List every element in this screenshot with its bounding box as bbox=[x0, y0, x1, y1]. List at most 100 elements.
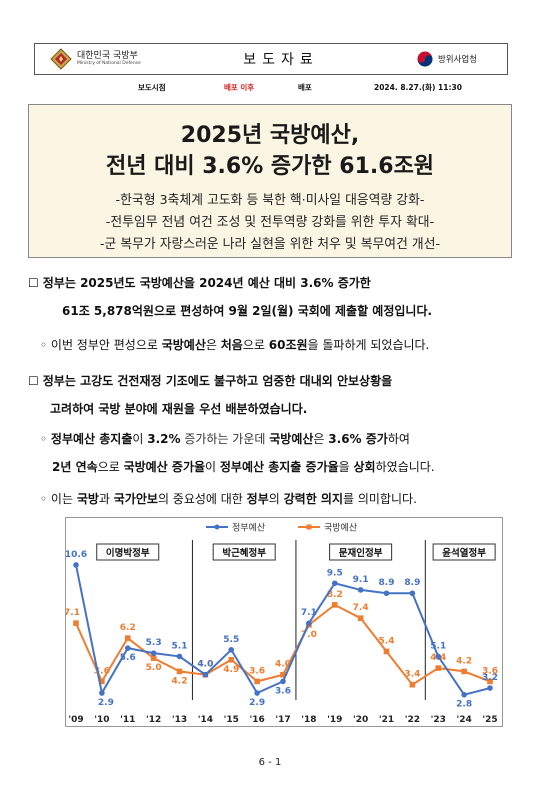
x-tick-label: '22 bbox=[405, 715, 420, 725]
data-label-government: 3.6 bbox=[275, 686, 291, 696]
report-time-value: 배포 이후 bbox=[224, 83, 255, 92]
bullet-dot-icon: ◦ bbox=[40, 432, 51, 446]
bullet-2: ◦ 정부예산 총지출이 3.2% 증가하는 가운데 국방예산은 3.6% 증가하… bbox=[40, 432, 410, 446]
data-label-defense: 5.0 bbox=[146, 663, 162, 673]
data-label-government: 3.2 bbox=[482, 673, 498, 683]
doc-type: 보도자료 bbox=[243, 52, 319, 68]
data-label-government: 2.9 bbox=[98, 698, 114, 708]
data-point-government bbox=[73, 562, 79, 568]
data-point-government bbox=[228, 646, 235, 653]
x-tick-label: '17 bbox=[275, 715, 290, 725]
bullet-3: ◦ 이는 국방과 국가안보의 중요성에 대한 정부의 강력한 의지를 의미합니다… bbox=[40, 492, 417, 506]
headline-line1: 2025년 국방예산, bbox=[180, 123, 360, 148]
data-label-government: 2.9 bbox=[249, 698, 265, 708]
x-tick-label: '16 bbox=[249, 715, 264, 725]
data-label-defense: 6.2 bbox=[120, 623, 136, 633]
chart-canvas: 이명박정부 박근혜정부 문재인정부 윤석열정부 정부예산 국방예산 7.1 3.6 6.2 5.0… bbox=[66, 523, 498, 726]
data-point-government bbox=[409, 590, 416, 597]
period-label-box bbox=[212, 543, 276, 561]
release-info: 보도시점 배포 이후 배포 2024. 8.27.(화) 11:30 bbox=[138, 82, 498, 94]
data-point-defense bbox=[73, 620, 79, 626]
data-label-defense: 4.9 bbox=[223, 665, 239, 675]
org-name-ko: 대한민국 국방부 bbox=[77, 51, 138, 61]
data-point-defense bbox=[487, 678, 493, 685]
data-label-government: 5.3 bbox=[146, 638, 162, 648]
paragraph-text: 정부는 2025년도 국방예산을 2024년 예산 대비 3.6% 증가한 bbox=[42, 276, 371, 290]
paragraph-2-cont: 고려하여 국방 분야에 재원을 우선 배분하였습니다. bbox=[50, 402, 308, 416]
dapa-taegeuk-icon bbox=[417, 51, 433, 67]
data-point-government bbox=[331, 580, 338, 587]
data-label-government: 5.6 bbox=[120, 653, 136, 663]
dapa-logo-block: 방위사업청 bbox=[387, 51, 507, 67]
x-tick-label: '20 bbox=[353, 715, 368, 725]
data-point-government bbox=[487, 685, 493, 691]
legend-marker bbox=[214, 524, 220, 530]
bullet-1: ◦ 이번 정부안 편성으로 국방예산은 처음으로 60조원을 돌파하게 되었습니… bbox=[40, 338, 430, 352]
bullet-dot-icon: ◦ bbox=[40, 338, 51, 352]
data-label-government: 9.5 bbox=[327, 568, 343, 578]
data-point-government bbox=[202, 671, 209, 678]
data-point-defense bbox=[124, 635, 131, 641]
report-time-label: 보도시점 bbox=[138, 83, 166, 92]
paragraph-text: 정부는 고강도 건전재정 기조에도 불구하고 엄중한 대내외 안보상황을 bbox=[42, 374, 393, 388]
distribution-label: 배포 bbox=[298, 83, 312, 92]
period-label-box bbox=[329, 543, 393, 561]
agency-name: 방위사업청 bbox=[437, 55, 478, 65]
data-point-defense bbox=[331, 602, 338, 608]
period-label: 윤석열정부 bbox=[442, 547, 486, 559]
x-tick-label: '09 bbox=[68, 715, 83, 725]
data-point-government bbox=[176, 653, 183, 660]
data-point-defense bbox=[357, 615, 364, 621]
period-label: 이명박정부 bbox=[106, 547, 150, 559]
data-label-defense: 8.2 bbox=[327, 590, 343, 600]
budget-growth-chart: 이명박정부 박근혜정부 문재인정부 윤석열정부 정부예산 국방예산 7.1 3.6 6.2 5.0… bbox=[65, 517, 503, 727]
page-number: 6 - 1 bbox=[258, 757, 282, 768]
data-label-defense: 4.2 bbox=[172, 676, 188, 686]
x-tick-label: '24 bbox=[456, 715, 471, 725]
x-tick-label: '10 bbox=[94, 715, 109, 725]
legend-label: 정부예산 bbox=[232, 523, 265, 534]
data-point-government bbox=[383, 590, 390, 597]
data-point-government bbox=[99, 690, 105, 696]
paragraph-1: ☐ 정부는 2025년도 국방예산을 2024년 예산 대비 3.6% 증가한 bbox=[28, 274, 371, 291]
x-tick-label: '19 bbox=[327, 715, 342, 725]
x-tick-label: '25 bbox=[482, 715, 497, 725]
data-label-defense: 7.0 bbox=[301, 630, 317, 640]
x-tick-label: '14 bbox=[198, 715, 213, 725]
data-point-defense bbox=[409, 681, 416, 688]
data-point-defense bbox=[254, 678, 260, 685]
period-label: 박근혜정부 bbox=[222, 547, 266, 559]
data-label-government: 5.1 bbox=[430, 641, 446, 651]
x-tick-label: '21 bbox=[379, 715, 394, 725]
data-point-defense bbox=[461, 668, 467, 675]
data-label-government: 5.5 bbox=[223, 635, 239, 645]
distribution-value: 2024. 8.27.(화) 11:30 bbox=[374, 83, 462, 92]
data-label-defense: 3.6 bbox=[249, 666, 265, 676]
press-header: 대한민국 국방부 Ministry of National Defense 보도… bbox=[34, 43, 508, 75]
data-label-government: 9.1 bbox=[353, 575, 369, 585]
data-point-defense bbox=[150, 655, 157, 661]
data-label-government: 2.8 bbox=[456, 700, 472, 710]
bullet-dot-icon: ◦ bbox=[40, 492, 51, 506]
period-label-box bbox=[432, 543, 496, 561]
data-label-government: 8.9 bbox=[379, 578, 395, 588]
legend-marker bbox=[306, 524, 312, 530]
org-name-en: Ministry of National Defense bbox=[77, 61, 141, 66]
x-tick-label: '12 bbox=[146, 715, 161, 725]
data-label-defense: 4.0 bbox=[275, 660, 291, 670]
data-point-defense bbox=[383, 648, 390, 655]
data-label-government: 4.0 bbox=[197, 660, 213, 670]
data-label-government: 8.9 bbox=[404, 578, 420, 588]
data-label-defense: 7.1 bbox=[66, 608, 80, 618]
bullet-2-cont: 2년 연속으로 국방예산 증가율이 정부예산 총지출 증가율을 상회하였습니다. bbox=[52, 460, 435, 474]
subheadline: -전투임무 전념 여건 조성 및 전투역량 강화를 위한 투자 확대- bbox=[105, 215, 435, 230]
data-point-government bbox=[461, 691, 467, 698]
data-point-defense bbox=[228, 656, 235, 663]
data-point-government bbox=[435, 653, 442, 660]
data-point-defense bbox=[176, 668, 183, 675]
data-point-government bbox=[254, 690, 260, 696]
x-tick-label: '13 bbox=[172, 715, 187, 725]
subheadline: -군 복무가 자랑스러운 나라 실현을 위한 처우 및 복무여건 개선- bbox=[99, 237, 441, 252]
data-label-defense: 5.4 bbox=[379, 636, 395, 646]
mnd-emblem-icon bbox=[50, 48, 72, 70]
